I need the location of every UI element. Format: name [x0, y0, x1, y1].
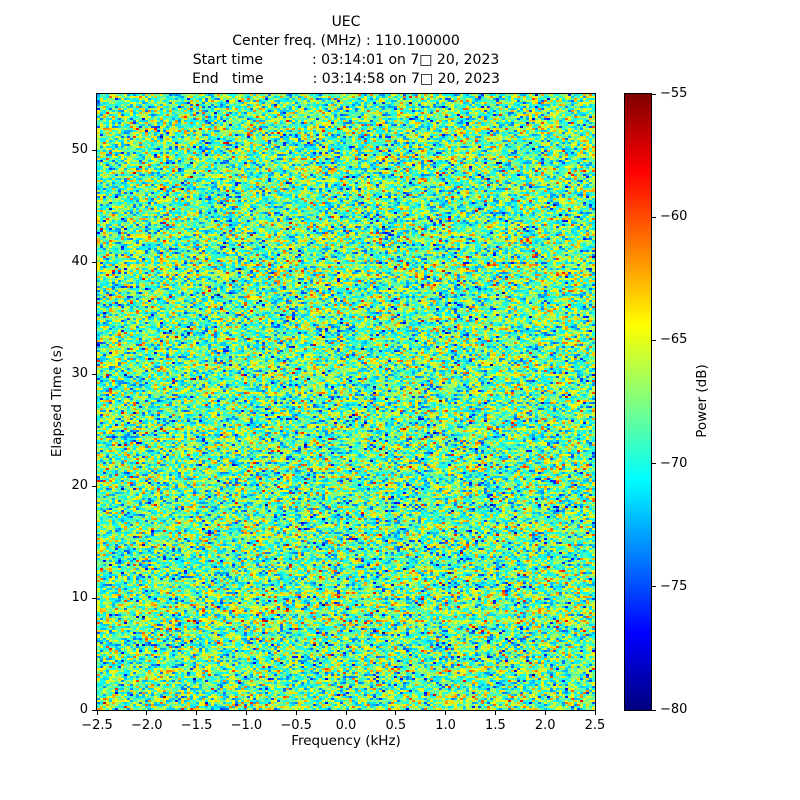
x-tick-label: 0.0	[335, 718, 357, 733]
x-axis-label: Frequency (kHz)	[291, 733, 401, 749]
y-tick-label: 50	[71, 142, 88, 157]
x-tick-label: −2.0	[131, 718, 163, 733]
x-tick-mark	[96, 711, 98, 715]
colorbar-tick-label: −75	[660, 578, 688, 594]
x-tick-label: 1.5	[485, 718, 506, 733]
colorbar-label: Power (dB)	[694, 364, 710, 438]
header-start-time: Start time : 03:14:01 on 7□ 20, 2023	[192, 52, 500, 68]
figure-title-block: UEC Center freq. (MHz) : 110.100000 Star…	[0, 13, 692, 89]
colorbar-tick-label: −80	[660, 702, 688, 717]
y-tick-mark	[92, 709, 96, 711]
x-tick-label: 2.0	[534, 718, 556, 733]
y-tick-mark	[92, 373, 96, 375]
spectrogram-heatmap	[96, 93, 596, 711]
x-tick-mark	[196, 711, 198, 715]
y-axis-label: Elapsed Time (s)	[49, 344, 65, 458]
y-tick-mark	[92, 597, 96, 599]
y-tick-label: 10	[71, 590, 88, 605]
x-tick-label: −2.5	[81, 718, 113, 733]
x-tick-mark	[345, 711, 347, 715]
colorbar-tick-mark	[652, 709, 656, 711]
colorbar-tick-mark	[652, 463, 656, 465]
colorbar-tick-label: −55	[660, 86, 688, 101]
x-tick-mark	[295, 711, 297, 715]
x-tick-label: 0.5	[385, 718, 407, 733]
x-tick-mark	[245, 711, 247, 715]
colorbar-gradient	[624, 93, 652, 711]
x-tick-mark	[494, 711, 496, 715]
colorbar-tick-mark	[652, 339, 656, 341]
x-tick-label: −0.5	[280, 718, 312, 733]
x-tick-mark	[146, 711, 148, 715]
colorbar-tick-mark	[652, 216, 656, 218]
colorbar-tick-mark	[652, 93, 656, 95]
figure-title: UEC	[331, 14, 361, 30]
x-tick-mark	[395, 711, 397, 715]
x-tick-label: −1.0	[230, 718, 263, 733]
colorbar-tick-label: −70	[660, 455, 688, 471]
x-tick-label: 2.5	[584, 718, 606, 733]
y-tick-mark	[92, 485, 96, 487]
colorbar-tick-label: −60	[660, 209, 688, 225]
x-tick-mark	[544, 711, 546, 715]
header-center-freq: Center freq. (MHz) : 110.100000	[232, 33, 460, 49]
y-tick-mark	[92, 261, 96, 263]
header-end-time: End time : 03:14:58 on 7□ 20, 2023	[192, 71, 500, 87]
colorbar-tick-label: −65	[660, 332, 688, 348]
colorbar-tick-mark	[652, 586, 656, 588]
x-tick-mark	[445, 711, 447, 715]
x-tick-label: 1.0	[435, 718, 456, 733]
y-tick-label: 20	[71, 478, 88, 493]
x-tick-label: −1.5	[180, 718, 213, 733]
y-tick-label: 40	[71, 254, 88, 269]
y-tick-label: 0	[79, 702, 88, 717]
y-tick-label: 30	[71, 366, 88, 381]
x-tick-mark	[594, 711, 596, 715]
y-tick-mark	[92, 149, 96, 151]
